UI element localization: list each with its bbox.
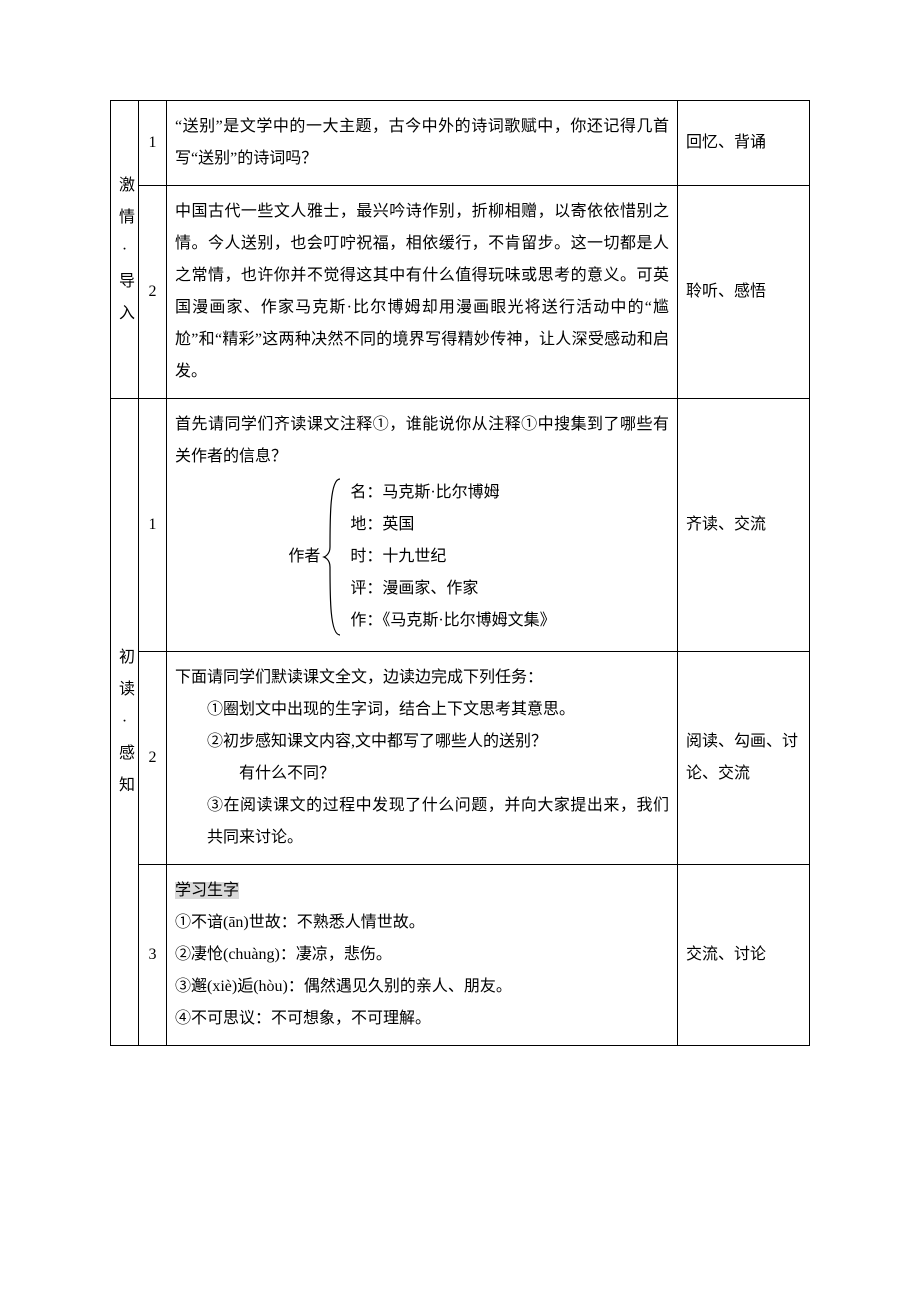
task-item: ③在阅读课文的过程中发现了什么问题，并向大家提出来，我们共同来讨论。: [175, 790, 669, 854]
student-activity: 阅读、勾画、讨论、交流: [678, 652, 810, 865]
author-line: 评：漫画家、作家: [350, 573, 555, 605]
author-line: 作：《马克斯·比尔博姆文集》: [350, 605, 555, 637]
table-row: 初读·感知 1 首先请同学们齐读课文注释①，谁能说你从注释①中搜集到了哪些有关作…: [111, 399, 810, 652]
author-label: 作者: [288, 541, 322, 573]
author-lines: 名：马克斯·比尔博姆 地：英国 时：十九世纪 评：漫画家、作家 作：《马克斯·比…: [344, 477, 555, 637]
vocab-item: ③邂(xiè)逅(hòu)：偶然遇见久别的亲人、朋友。: [175, 971, 669, 1003]
task-item-cont: 有什么不同？: [175, 758, 669, 790]
author-line: 地：英国: [350, 509, 555, 541]
task-item: ②初步感知课文内容,文中都写了哪些人的送别？: [175, 726, 669, 758]
section-label-reading: 初读·感知: [111, 399, 139, 1046]
student-activity: 齐读、交流: [678, 399, 810, 652]
step-content: 学习生字 ①不谙(ān)世故：不熟悉人情世故。 ②凄怆(chuàng)：凄凉，悲…: [167, 865, 678, 1046]
task-intro: 下面请同学们默读课文全文，边读边完成下列任务：: [175, 662, 669, 694]
brace-icon: [322, 477, 344, 637]
step-number: 1: [139, 399, 167, 652]
author-diagram: 作者 名：马克斯·比尔博姆 地：英国 时：十九世纪 评：漫画家、作家 作：《马克…: [175, 477, 669, 637]
content-text: 中国古代一些文人雅士，最兴吟诗作别，折柳相赠，以寄依依惜别之情。今人送别，也会叮…: [175, 203, 669, 380]
table-row: 3 学习生字 ①不谙(ān)世故：不熟悉人情世故。 ②凄怆(chuàng)：凄凉…: [111, 865, 810, 1046]
step-number: 2: [139, 186, 167, 399]
section-label-text: 激情·导入: [119, 177, 135, 322]
author-line: 名：马克斯·比尔博姆: [350, 477, 555, 509]
step-number: 2: [139, 652, 167, 865]
vocab-heading: 学习生字: [175, 875, 669, 907]
step-content: 首先请同学们齐读课文注释①，谁能说你从注释①中搜集到了哪些有关作者的信息？ 作者…: [167, 399, 678, 652]
table-row: 2 中国古代一些文人雅士，最兴吟诗作别，折柳相赠，以寄依依惜别之情。今人送别，也…: [111, 186, 810, 399]
student-activity: 回忆、背诵: [678, 101, 810, 186]
table-row: 2 下面请同学们默读课文全文，边读边完成下列任务： ①圈划文中出现的生字词，结合…: [111, 652, 810, 865]
step-content: 下面请同学们默读课文全文，边读边完成下列任务： ①圈划文中出现的生字词，结合上下…: [167, 652, 678, 865]
step-number: 1: [139, 101, 167, 186]
section-label-intro: 激情·导入: [111, 101, 139, 399]
step-content: 中国古代一些文人雅士，最兴吟诗作别，折柳相赠，以寄依依惜别之情。今人送别，也会叮…: [167, 186, 678, 399]
task-item: ①圈划文中出现的生字词，结合上下文思考其意思。: [175, 694, 669, 726]
content-text: “送别”是文学中的一大主题，古今中外的诗词歌赋中，你还记得几首写“送别”的诗词吗…: [175, 118, 669, 167]
author-line: 时：十九世纪: [350, 541, 555, 573]
step-number: 3: [139, 865, 167, 1046]
student-activity: 交流、讨论: [678, 865, 810, 1046]
document-page: 激情·导入 1 “送别”是文学中的一大主题，古今中外的诗词歌赋中，你还记得几首写…: [0, 0, 920, 1106]
vocab-item: ②凄怆(chuàng)：凄凉，悲伤。: [175, 939, 669, 971]
section-label-text: 初读·感知: [119, 649, 135, 794]
vocab-item: ④不可思议：不可想象，不可理解。: [175, 1003, 669, 1035]
lesson-plan-table: 激情·导入 1 “送别”是文学中的一大主题，古今中外的诗词歌赋中，你还记得几首写…: [110, 100, 810, 1046]
table-row: 激情·导入 1 “送别”是文学中的一大主题，古今中外的诗词歌赋中，你还记得几首写…: [111, 101, 810, 186]
content-intro: 首先请同学们齐读课文注释①，谁能说你从注释①中搜集到了哪些有关作者的信息？: [175, 409, 669, 473]
student-activity: 聆听、感悟: [678, 186, 810, 399]
step-content: “送别”是文学中的一大主题，古今中外的诗词歌赋中，你还记得几首写“送别”的诗词吗…: [167, 101, 678, 186]
vocab-heading-text: 学习生字: [175, 882, 239, 899]
vocab-item: ①不谙(ān)世故：不熟悉人情世故。: [175, 907, 669, 939]
